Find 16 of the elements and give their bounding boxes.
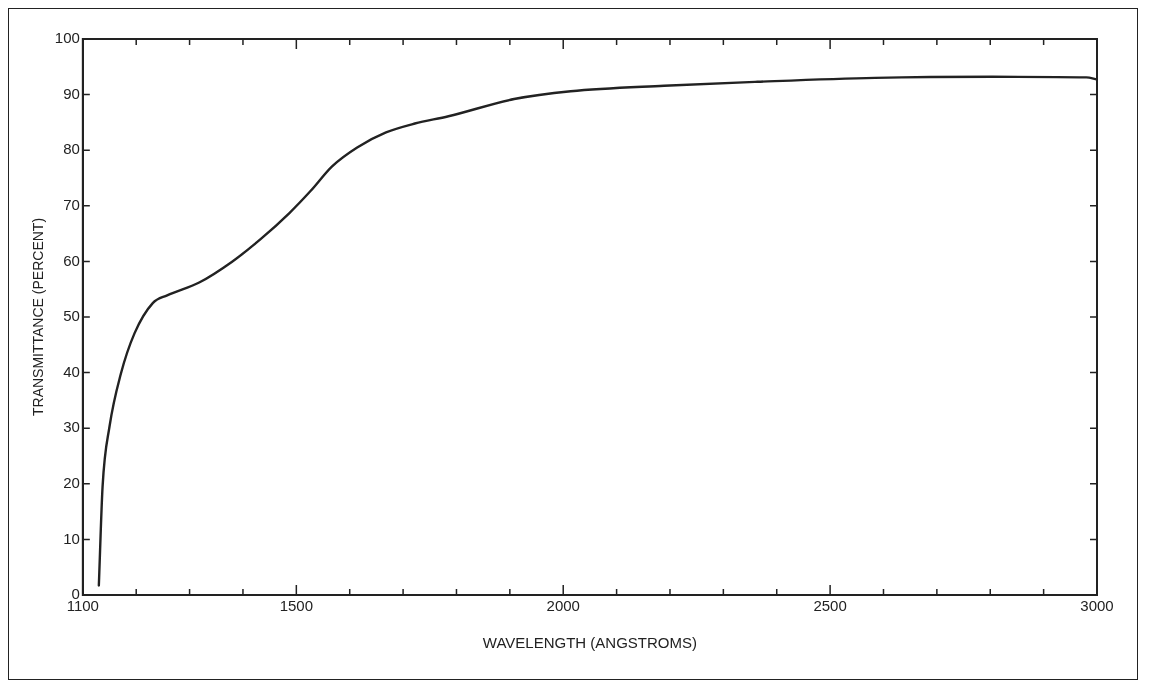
y-tick-label: 30 bbox=[63, 418, 80, 436]
x-tick-label: 3000 bbox=[1080, 597, 1114, 615]
y-tick-label: 20 bbox=[63, 473, 80, 491]
y-tick-label: 40 bbox=[63, 362, 80, 380]
y-axis-title: TRANSMITTANCE (PERCENT) bbox=[30, 217, 47, 417]
x-axis-title: WAVELENGTH (ANGSTROMS) bbox=[482, 634, 698, 652]
y-tick-label: 100 bbox=[54, 29, 80, 47]
y-tick-label: 70 bbox=[63, 195, 80, 213]
x-tick-label: 1500 bbox=[279, 597, 314, 615]
y-tick-label: 50 bbox=[63, 307, 80, 325]
y-tick-label: 10 bbox=[63, 529, 80, 547]
x-tick-label: 2000 bbox=[546, 597, 580, 615]
y-tick-label: 80 bbox=[63, 140, 80, 158]
y-tick-label: 90 bbox=[63, 84, 80, 102]
x-tick-label: 2500 bbox=[813, 597, 847, 615]
y-tick-label: 60 bbox=[63, 251, 80, 269]
